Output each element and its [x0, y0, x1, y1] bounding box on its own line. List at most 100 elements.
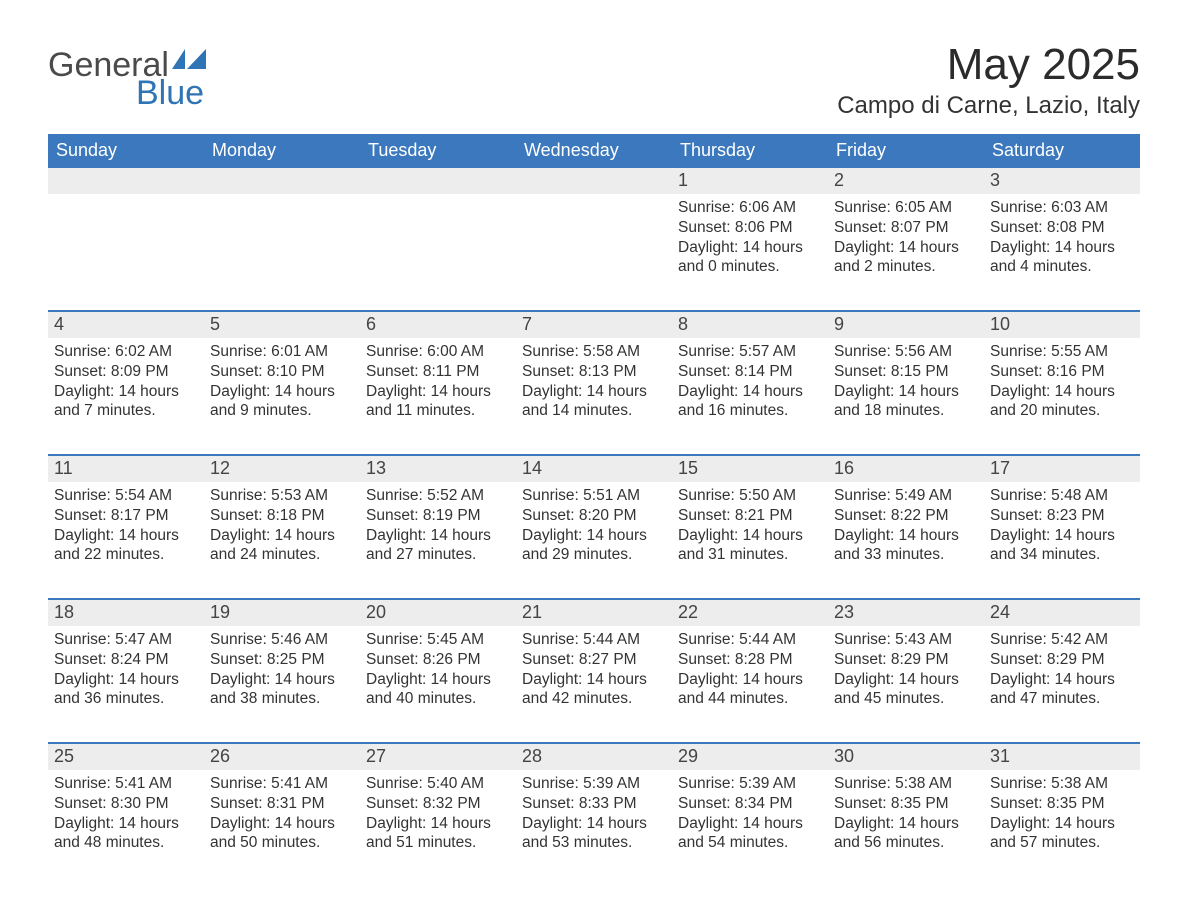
day-details: Sunrise: 5:48 AMSunset: 8:23 PMDaylight:… [986, 486, 1134, 565]
day-4: 4Sunrise: 6:02 AMSunset: 8:09 PMDaylight… [48, 312, 204, 440]
daylight-text: Daylight: 14 hours and 53 minutes. [522, 814, 666, 854]
day-3: 3Sunrise: 6:03 AMSunset: 8:08 PMDaylight… [984, 168, 1140, 296]
weeks-container: 1Sunrise: 6:06 AMSunset: 8:06 PMDaylight… [48, 168, 1140, 872]
day-24: 24 Sunrise: 5:42 AMSunset: 8:29 PMDayligh… [984, 600, 1140, 728]
daylight-text: Daylight: 14 hours and 4 minutes. [990, 238, 1134, 278]
day-details: Sunrise: 6:03 AMSunset: 8:08 PMDaylight:… [986, 198, 1134, 277]
weekday-saturday: Saturday [984, 134, 1140, 168]
day-details: Sunrise: 6:02 AMSunset: 8:09 PMDaylight:… [50, 342, 198, 421]
day-26: 26 Sunrise: 5:41 AMSunset: 8:31 PMDayligh… [204, 744, 360, 872]
day-details: Sunrise: 5:41 AMSunset: 8:31 PMDaylight:… [206, 774, 354, 853]
daylight-text: Daylight: 14 hours and 0 minutes. [678, 238, 822, 278]
sunset-text: Sunset: 8:07 PM [834, 218, 978, 238]
day-21: 21Sunrise: 5:44 AMSunset: 8:27 PMDayligh… [516, 600, 672, 728]
title-block: May 2025 Campo di Carne, Lazio, Italy [837, 30, 1140, 124]
sunrise-text: Sunrise: 5:44 AM [522, 630, 666, 650]
week-row: 11Sunrise: 5:54 AMSunset: 8:17 PMDayligh… [48, 454, 1140, 584]
day-10: 10Sunrise: 5:55 AMSunset: 8:16 PMDayligh… [984, 312, 1140, 440]
daylight-text: Daylight: 14 hours and 18 minutes. [834, 382, 978, 422]
day-6: 6Sunrise: 6:00 AMSunset: 8:11 PMDaylight… [360, 312, 516, 440]
day-details: Sunrise: 5:42 AMSunset: 8:29 PMDaylight:… [986, 630, 1134, 709]
day-number: 15 [672, 456, 828, 482]
sunrise-text: Sunrise: 5:41 AM [54, 774, 198, 794]
day-details: Sunrise: 5:56 AMSunset: 8:15 PMDaylight:… [830, 342, 978, 421]
weekday-wednesday: Wednesday [516, 134, 672, 168]
daylight-text: Daylight: 14 hours and 42 minutes. [522, 670, 666, 710]
sunset-text: Sunset: 8:35 PM [990, 794, 1134, 814]
sunrise-text: Sunrise: 5:43 AM [834, 630, 978, 650]
day-number: 27 [360, 744, 516, 770]
sunset-text: Sunset: 8:21 PM [678, 506, 822, 526]
day-31: 31Sunrise: 5:38 AMSunset: 8:35 PMDayligh… [984, 744, 1140, 872]
day-details: Sunrise: 6:05 AMSunset: 8:07 PMDaylight:… [830, 198, 978, 277]
day-11: 11Sunrise: 5:54 AMSunset: 8:17 PMDayligh… [48, 456, 204, 584]
weekday-friday: Friday [828, 134, 984, 168]
day-number: 22 [672, 600, 828, 626]
sunset-text: Sunset: 8:13 PM [522, 362, 666, 382]
weekday-sunday: Sunday [48, 134, 204, 168]
sunrise-text: Sunrise: 6:05 AM [834, 198, 978, 218]
sunrise-text: Sunrise: 6:00 AM [366, 342, 510, 362]
sunrise-text: Sunrise: 5:53 AM [210, 486, 354, 506]
sunset-text: Sunset: 8:31 PM [210, 794, 354, 814]
daylight-text: Daylight: 14 hours and 29 minutes. [522, 526, 666, 566]
sunrise-text: Sunrise: 5:40 AM [366, 774, 510, 794]
sunrise-text: Sunrise: 5:52 AM [366, 486, 510, 506]
day-number: 28 [516, 744, 672, 770]
sunrise-text: Sunrise: 6:01 AM [210, 342, 354, 362]
daylight-text: Daylight: 14 hours and 24 minutes. [210, 526, 354, 566]
day-number: 12 [204, 456, 360, 482]
weekday-thursday: Thursday [672, 134, 828, 168]
daylight-text: Daylight: 14 hours and 44 minutes. [678, 670, 822, 710]
day-30: 30Sunrise: 5:38 AMSunset: 8:35 PMDayligh… [828, 744, 984, 872]
week-row: 25Sunrise: 5:41 AMSunset: 8:30 PMDayligh… [48, 742, 1140, 872]
day-20: 20Sunrise: 5:45 AMSunset: 8:26 PMDayligh… [360, 600, 516, 728]
sunrise-text: Sunrise: 5:38 AM [834, 774, 978, 794]
day-empty [204, 168, 360, 296]
day-details: Sunrise: 5:55 AMSunset: 8:16 PMDaylight:… [986, 342, 1134, 421]
sunrise-text: Sunrise: 5:48 AM [990, 486, 1134, 506]
sunset-text: Sunset: 8:23 PM [990, 506, 1134, 526]
sunset-text: Sunset: 8:28 PM [678, 650, 822, 670]
sunset-text: Sunset: 8:34 PM [678, 794, 822, 814]
daylight-text: Daylight: 14 hours and 7 minutes. [54, 382, 198, 422]
day-13: 13Sunrise: 5:52 AMSunset: 8:19 PMDayligh… [360, 456, 516, 584]
day-details: Sunrise: 5:45 AMSunset: 8:26 PMDaylight:… [362, 630, 510, 709]
daylight-text: Daylight: 14 hours and 57 minutes. [990, 814, 1134, 854]
day-27: 27 Sunrise: 5:40 AMSunset: 8:32 PMDayligh… [360, 744, 516, 872]
weekday-monday: Monday [204, 134, 360, 168]
day-18: 18Sunrise: 5:47 AMSunset: 8:24 PMDayligh… [48, 600, 204, 728]
day-details: Sunrise: 5:54 AMSunset: 8:17 PMDaylight:… [50, 486, 198, 565]
week-row: 18Sunrise: 5:47 AMSunset: 8:24 PMDayligh… [48, 598, 1140, 728]
day-7: 7Sunrise: 5:58 AMSunset: 8:13 PMDaylight… [516, 312, 672, 440]
location-subtitle: Campo di Carne, Lazio, Italy [837, 92, 1140, 120]
day-number: 5 [204, 312, 360, 338]
sunrise-text: Sunrise: 5:39 AM [678, 774, 822, 794]
day-details: Sunrise: 5:51 AMSunset: 8:20 PMDaylight:… [518, 486, 666, 565]
sunrise-text: Sunrise: 5:54 AM [54, 486, 198, 506]
sunset-text: Sunset: 8:29 PM [834, 650, 978, 670]
day-number: 24 [984, 600, 1140, 626]
sunrise-text: Sunrise: 5:51 AM [522, 486, 666, 506]
day-empty [360, 168, 516, 296]
day-number: 9 [828, 312, 984, 338]
month-title: May 2025 [837, 40, 1140, 90]
day-1: 1Sunrise: 6:06 AMSunset: 8:06 PMDaylight… [672, 168, 828, 296]
day-empty [48, 168, 204, 296]
daylight-text: Daylight: 14 hours and 9 minutes. [210, 382, 354, 422]
day-28: 28Sunrise: 5:39 AMSunset: 8:33 PMDayligh… [516, 744, 672, 872]
day-number: 26 [204, 744, 360, 770]
sunset-text: Sunset: 8:29 PM [990, 650, 1134, 670]
daylight-text: Daylight: 14 hours and 2 minutes. [834, 238, 978, 278]
day-details: Sunrise: 5:47 AMSunset: 8:24 PMDaylight:… [50, 630, 198, 709]
sunset-text: Sunset: 8:15 PM [834, 362, 978, 382]
day-details: Sunrise: 5:38 AMSunset: 8:35 PMDaylight:… [986, 774, 1134, 853]
sunset-text: Sunset: 8:19 PM [366, 506, 510, 526]
daylight-text: Daylight: 14 hours and 51 minutes. [366, 814, 510, 854]
day-16: 16Sunrise: 5:49 AMSunset: 8:22 PMDayligh… [828, 456, 984, 584]
day-details: Sunrise: 6:00 AMSunset: 8:11 PMDaylight:… [362, 342, 510, 421]
day-details: Sunrise: 5:40 AMSunset: 8:32 PMDaylight:… [362, 774, 510, 853]
day-15: 15Sunrise: 5:50 AMSunset: 8:21 PMDayligh… [672, 456, 828, 584]
sunset-text: Sunset: 8:26 PM [366, 650, 510, 670]
page-header: General Blue May 2025 Campo di Carne, La… [48, 30, 1140, 124]
